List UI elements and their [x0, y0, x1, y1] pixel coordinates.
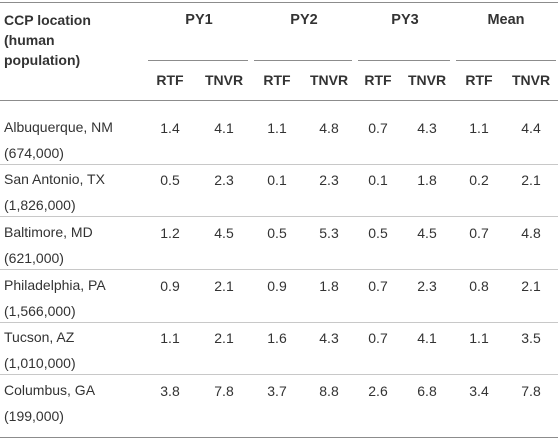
row-location: San Antonio, TX (1,826,000): [4, 166, 144, 218]
table-cell: 0.1: [267, 172, 287, 188]
table-cell: 1.1: [267, 120, 287, 136]
table-cell: 1.1: [160, 330, 180, 346]
table-cell: 4.1: [417, 330, 437, 346]
location-column-header: CCP location (human population): [4, 10, 134, 70]
table-cell: 1.4: [160, 120, 180, 136]
table-cell: 1.1: [469, 330, 489, 346]
table-cell: 0.5: [267, 225, 287, 241]
table-cell: 6.8: [417, 383, 437, 399]
table-cell: 8.8: [319, 383, 339, 399]
table-cell: 4.3: [417, 120, 437, 136]
subheader-py2-tnvr: TNVR: [309, 72, 349, 88]
row-location: Baltimore, MD (621,000): [4, 219, 144, 271]
table-cell: 0.9: [267, 278, 287, 294]
row-population: (1,010,000): [4, 355, 76, 371]
row-city: Philadelphia, PA: [4, 277, 106, 293]
table-cell: 4.3: [319, 330, 339, 346]
table-cell: 0.7: [368, 278, 388, 294]
row-city: San Antonio, TX: [4, 171, 105, 187]
row-divider: [0, 322, 558, 323]
row-location: Philadelphia, PA (1,566,000): [4, 272, 144, 324]
table-cell: 4.5: [417, 225, 437, 241]
row-location: Albuquerque, NM (674,000): [4, 114, 144, 166]
table-cell: 0.1: [368, 172, 388, 188]
row-population: (674,000): [4, 145, 64, 161]
table-cell: 1.8: [319, 278, 339, 294]
subheader-mean-rtf: RTF: [465, 72, 493, 88]
location-header-line: population): [4, 52, 81, 68]
subheader-py3-tnvr: TNVR: [407, 72, 447, 88]
row-city: Albuquerque, NM: [4, 119, 113, 135]
table-cell: 7.8: [521, 383, 541, 399]
table-cell: 3.5: [521, 330, 541, 346]
row-population: (1,566,000): [4, 303, 76, 319]
group-rule-mean: [456, 60, 556, 61]
subheader-py1-rtf: RTF: [156, 72, 184, 88]
row-city: Columbus, GA: [4, 382, 96, 398]
row-divider: [0, 269, 558, 270]
table-cell: 2.1: [214, 278, 234, 294]
row-population: (1,826,000): [4, 197, 76, 213]
group-rule-py3: [358, 60, 450, 61]
row-location: Tucson, AZ (1,010,000): [4, 324, 144, 376]
table-cell: 7.8: [214, 383, 234, 399]
row-city: Baltimore, MD: [4, 224, 93, 240]
group-header-py1: PY1: [185, 12, 213, 28]
table-cell: 1.8: [417, 172, 437, 188]
table-cell: 4.4: [521, 120, 541, 136]
subheader-py3-rtf: RTF: [364, 72, 392, 88]
table-cell: 4.5: [214, 225, 234, 241]
table-cell: 0.5: [160, 172, 180, 188]
header-bottom-rule: [0, 100, 558, 101]
table-cell: 0.2: [469, 172, 489, 188]
row-city: Tucson, AZ: [4, 329, 75, 345]
group-header-py3: PY3: [391, 12, 419, 28]
table-cell: 0.7: [368, 330, 388, 346]
group-rule-py1: [148, 60, 248, 61]
table-cell: 2.1: [521, 172, 541, 188]
subheader-mean-tnvr: TNVR: [511, 72, 551, 88]
table-cell: 1.1: [469, 120, 489, 136]
table-cell: 0.7: [368, 120, 388, 136]
table-cell: 4.8: [521, 225, 541, 241]
group-rule-py2: [254, 60, 352, 61]
table-cell: 1.2: [160, 225, 180, 241]
subheader-py1-tnvr: TNVR: [204, 72, 244, 88]
table-cell: 5.3: [319, 225, 339, 241]
table-cell: 0.7: [469, 225, 489, 241]
table-top-rule: [0, 2, 558, 3]
row-population: (621,000): [4, 250, 64, 266]
subheader-py2-rtf: RTF: [263, 72, 291, 88]
table-cell: 2.6: [368, 383, 388, 399]
table-cell: 2.3: [214, 172, 234, 188]
row-population: (199,000): [4, 408, 64, 424]
location-header-line: CCP location: [4, 12, 91, 28]
group-header-py2: PY2: [290, 12, 318, 28]
row-divider: [0, 164, 558, 165]
table-cell: 4.1: [214, 120, 234, 136]
table-cell: 3.7: [267, 383, 287, 399]
table-cell: 0.8: [469, 278, 489, 294]
row-divider: [0, 374, 558, 375]
table-bottom-rule: [0, 437, 558, 438]
table-cell: 2.1: [521, 278, 541, 294]
table-cell: 2.3: [417, 278, 437, 294]
table-cell: 4.8: [319, 120, 339, 136]
group-header-mean: Mean: [487, 12, 525, 28]
table-cell: 0.5: [368, 225, 388, 241]
table-cell: 1.6: [267, 330, 287, 346]
row-divider: [0, 216, 558, 217]
table-cell: 2.1: [214, 330, 234, 346]
location-header-line: (human: [4, 32, 55, 48]
row-location: Columbus, GA (199,000): [4, 377, 144, 429]
table-cell: 2.3: [319, 172, 339, 188]
table-cell: 3.8: [160, 383, 180, 399]
table-cell: 0.9: [160, 278, 180, 294]
table-cell: 3.4: [469, 383, 489, 399]
